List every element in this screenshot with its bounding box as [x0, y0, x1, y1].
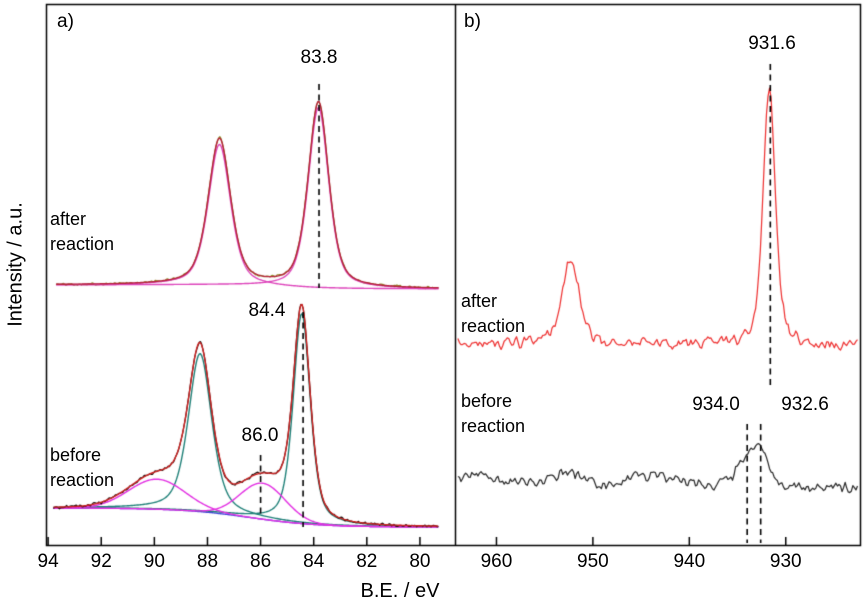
label-before-reaction-panel-b: before reaction: [461, 391, 526, 436]
panel-b-label: b): [464, 11, 481, 32]
peak-label-83-8: 83.8: [300, 47, 338, 68]
x-tick-label: 960: [480, 551, 513, 572]
x-tick-label: 940: [673, 551, 706, 572]
y-axis-label: Intensity / a.u.: [4, 202, 27, 327]
peak-label-932-6: 932.6: [781, 394, 829, 415]
panel-a-label: a): [57, 11, 74, 32]
x-tick-label: 84: [303, 551, 325, 572]
x-tick-label: 80: [409, 551, 431, 572]
x-tick-label: 86: [250, 551, 272, 572]
peak-label-86-0: 86.0: [241, 425, 279, 446]
peak-label-84-4: 84.4: [248, 300, 286, 321]
label-before-reaction-panel-a: before reaction: [50, 445, 115, 490]
x-tick-label: 950: [577, 551, 609, 572]
label-after-reaction-panel-b: after reaction: [461, 291, 526, 336]
x-tick-label: 94: [37, 551, 59, 572]
x-tick-label: 930: [769, 551, 802, 572]
peak-label-934-0: 934.0: [692, 394, 740, 415]
x-tick-label: 92: [90, 551, 112, 572]
label-after-reaction-panel-a: after reaction: [50, 209, 115, 254]
x-axis-label: B.E. / eV: [360, 580, 440, 602]
x-tick-label: 82: [356, 551, 378, 572]
peak-label-931-6: 931.6: [748, 33, 796, 54]
x-tick-label: 90: [143, 551, 165, 572]
x-tick-label: 88: [196, 551, 219, 572]
